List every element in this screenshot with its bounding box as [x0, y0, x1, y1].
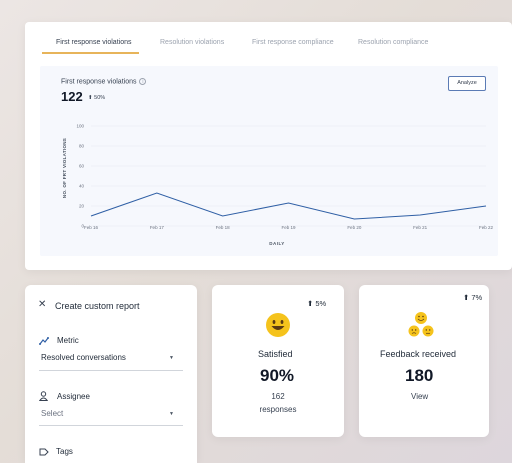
feedback-card: [359, 285, 489, 437]
y-axis-ticks: 0 20 40 60 80 100: [76, 124, 84, 229]
arrow-up-icon: ⬆: [463, 293, 470, 302]
feedback-trend-value: 7%: [471, 293, 483, 302]
series-line: [90, 192, 487, 220]
active-tab-indicator: [42, 52, 139, 54]
arrow-up-icon: ⬆: [88, 95, 93, 101]
emoji-group-icon: [408, 312, 434, 337]
y-tick-label: 80: [79, 144, 85, 149]
person-icon: [39, 391, 48, 401]
assignee-select[interactable]: Select: [41, 409, 64, 418]
y-tick-label: 100: [76, 124, 84, 129]
close-icon[interactable]: ✕: [38, 299, 47, 310]
x-tick-label: Feb 16: [84, 225, 99, 230]
x-tick-label: Feb 21: [413, 225, 428, 230]
chevron-down-icon[interactable]: ▼: [169, 411, 174, 417]
x-tick-label: Feb 22: [479, 225, 494, 230]
assignee-label: Assignee: [57, 392, 90, 401]
y-tick-label: 20: [79, 204, 85, 209]
violations-trend-value: 50%: [94, 95, 106, 101]
satisfied-label: Satisfied: [258, 349, 293, 359]
tab-first-response-compliance[interactable]: First response compliance: [252, 39, 334, 46]
tag-icon: [39, 448, 49, 456]
arrow-up-icon: ⬆: [307, 299, 314, 308]
satisfied-responses: 162 responses: [250, 390, 306, 416]
violations-count: 122: [61, 89, 83, 104]
satisfied-card: [212, 285, 344, 437]
view-link[interactable]: View: [411, 392, 429, 401]
y-tick-label: 40: [79, 184, 85, 189]
tags-label: Tags: [56, 447, 73, 456]
x-tick-label: Feb 20: [347, 225, 362, 230]
feedback-value: 180: [405, 366, 434, 385]
x-tick-label: Feb 17: [150, 225, 165, 230]
chevron-down-icon[interactable]: ▼: [169, 355, 174, 361]
metric-icon: [39, 337, 49, 345]
tab-resolution-violations[interactable]: Resolution violations: [160, 39, 225, 46]
x-tick-label: Feb 18: [216, 225, 231, 230]
chart-panel: [40, 66, 498, 256]
satisfied-value: 90%: [260, 366, 295, 385]
x-tick-label: Feb 19: [281, 225, 296, 230]
y-tick-label: 60: [79, 164, 85, 169]
feedback-label: Feedback received: [380, 349, 457, 359]
custom-report-panel: [25, 285, 197, 463]
violations-trend: ⬆ 50%: [88, 95, 105, 101]
x-axis-label: DAILY: [269, 241, 285, 246]
responses-count: 162: [271, 392, 285, 401]
chart-grid: [91, 125, 486, 227]
y-tick-label: 0: [81, 224, 84, 229]
assignee-underline: [39, 425, 183, 426]
info-icon[interactable]: i: [139, 78, 147, 85]
metric-select[interactable]: Resolved conversations: [41, 353, 126, 362]
analyze-button[interactable]: Analyze: [448, 76, 486, 91]
satisfied-trend-value: 5%: [315, 299, 327, 308]
feedback-trend: ⬆ 7%: [463, 293, 482, 302]
tab-first-response-violations[interactable]: First response violations: [56, 39, 132, 46]
smiley-icon: [266, 313, 290, 337]
metric-underline: [39, 370, 183, 371]
y-axis-label: NO. OF FRT VIOLATIONS: [62, 138, 67, 198]
panel-title: First response violations i: [61, 78, 147, 86]
report-title: Create custom report: [55, 301, 140, 311]
tab-bar: First response violations Resolution vio…: [25, 22, 512, 56]
x-axis-ticks: Feb 16 Feb 17 Feb 18 Feb 19 Feb 20 Feb 21 Feb …: [84, 225, 494, 230]
responses-unit: responses: [259, 405, 297, 414]
satisfied-trend: ⬆ 5%: [307, 299, 326, 308]
metric-label: Metric: [57, 336, 79, 345]
panel-title-text: First response violations: [61, 78, 137, 86]
tab-resolution-compliance[interactable]: Resolution compliance: [358, 39, 429, 46]
